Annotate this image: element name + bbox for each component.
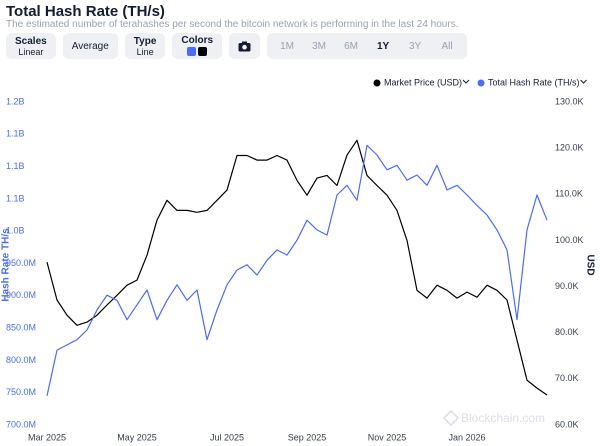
- control-label: Colors: [181, 34, 214, 46]
- page-title: Total Hash Rate (TH/s): [6, 3, 165, 20]
- range-button[interactable]: 1Y: [376, 40, 390, 52]
- y-tick-label: 700.0M: [6, 419, 36, 429]
- y2-tick-label: 90.0K: [555, 281, 579, 291]
- range-button[interactable]: All: [441, 40, 453, 52]
- range-button[interactable]: 3Y: [408, 40, 422, 52]
- watermark: Blockchain.com: [442, 409, 545, 427]
- y-tick-label: 850.0M: [6, 322, 36, 332]
- y2-tick-label: 110.0K: [555, 189, 583, 199]
- range-button[interactable]: 3M: [312, 40, 327, 52]
- legend-chevron: [462, 79, 470, 84]
- legend-label: Total Hash Rate (TH/s): [488, 77, 580, 87]
- color-swatch: [187, 46, 197, 56]
- y-tick-label: 900.0M: [6, 290, 36, 300]
- x-tick-label: May 2025: [117, 432, 157, 442]
- x-tick-label: Jul 2025: [210, 432, 244, 442]
- control-button[interactable]: Scales Linear: [6, 33, 56, 59]
- y2-tick-label: 120.0K: [555, 143, 584, 153]
- range-button[interactable]: 6M: [344, 40, 359, 52]
- y-tick-label: 950.0M: [6, 258, 36, 268]
- y-tick-label: 750.0M: [6, 387, 36, 397]
- y2-tick-label: 60.0K: [555, 419, 579, 429]
- y2-axis-title: USD: [584, 254, 595, 275]
- y2-tick-label: 70.0K: [555, 373, 579, 383]
- color-swatches: [186, 46, 208, 58]
- legend-marker: [477, 79, 485, 87]
- y-tick-label: 1.0B: [6, 226, 25, 236]
- series-line: [46, 139, 548, 396]
- y-tick-label: 1.1B: [6, 129, 25, 139]
- series-line: [46, 144, 548, 397]
- page-subtitle: The estimated number of terahashes per s…: [6, 19, 459, 30]
- control-value: Linear: [18, 46, 44, 57]
- y-axis-title: Hash Rate TH/s: [1, 228, 12, 302]
- legend-marker: [373, 79, 381, 87]
- watermark-text: Blockchain.com: [461, 411, 545, 425]
- control-label: Type: [133, 35, 157, 47]
- legend-label: Market Price (USD): [384, 77, 462, 87]
- y-tick-label: 1.2B: [6, 96, 25, 106]
- control-label: Scales: [15, 35, 47, 47]
- y2-tick-label: 130.0K: [555, 96, 584, 106]
- y2-tick-label: 100.0K: [555, 235, 584, 245]
- control-button[interactable]: Average: [62, 33, 118, 59]
- control-value: Line: [136, 46, 154, 57]
- control-label: Average: [71, 40, 109, 52]
- y-tick-label: 1.1B: [6, 161, 25, 171]
- camera-button[interactable]: [229, 33, 261, 59]
- y2-tick-label: 80.0K: [555, 327, 579, 337]
- control-button[interactable]: Type Line: [124, 33, 166, 59]
- y-tick-label: 1.1B: [6, 193, 25, 203]
- x-tick-label: Sep 2025: [288, 432, 327, 442]
- camera-icon: [238, 41, 251, 51]
- x-tick-label: Nov 2025: [368, 432, 407, 442]
- range-selector: 1M 3M 6M 1Y 3Y All: [267, 33, 468, 59]
- x-tick-label: Mar 2025: [28, 432, 66, 442]
- color-swatch: [198, 46, 208, 56]
- controls: Scales Linear Average Type Line Colors 1M 3M 6M 1…: [6, 33, 468, 59]
- y-tick-label: 800.0M: [6, 355, 36, 365]
- x-tick-label: Jan 2026: [448, 432, 485, 442]
- legend-chevron: [580, 79, 587, 84]
- control-button[interactable]: Colors: [172, 33, 223, 59]
- watermark-icon: [442, 409, 460, 427]
- range-button[interactable]: 1M: [280, 40, 295, 52]
